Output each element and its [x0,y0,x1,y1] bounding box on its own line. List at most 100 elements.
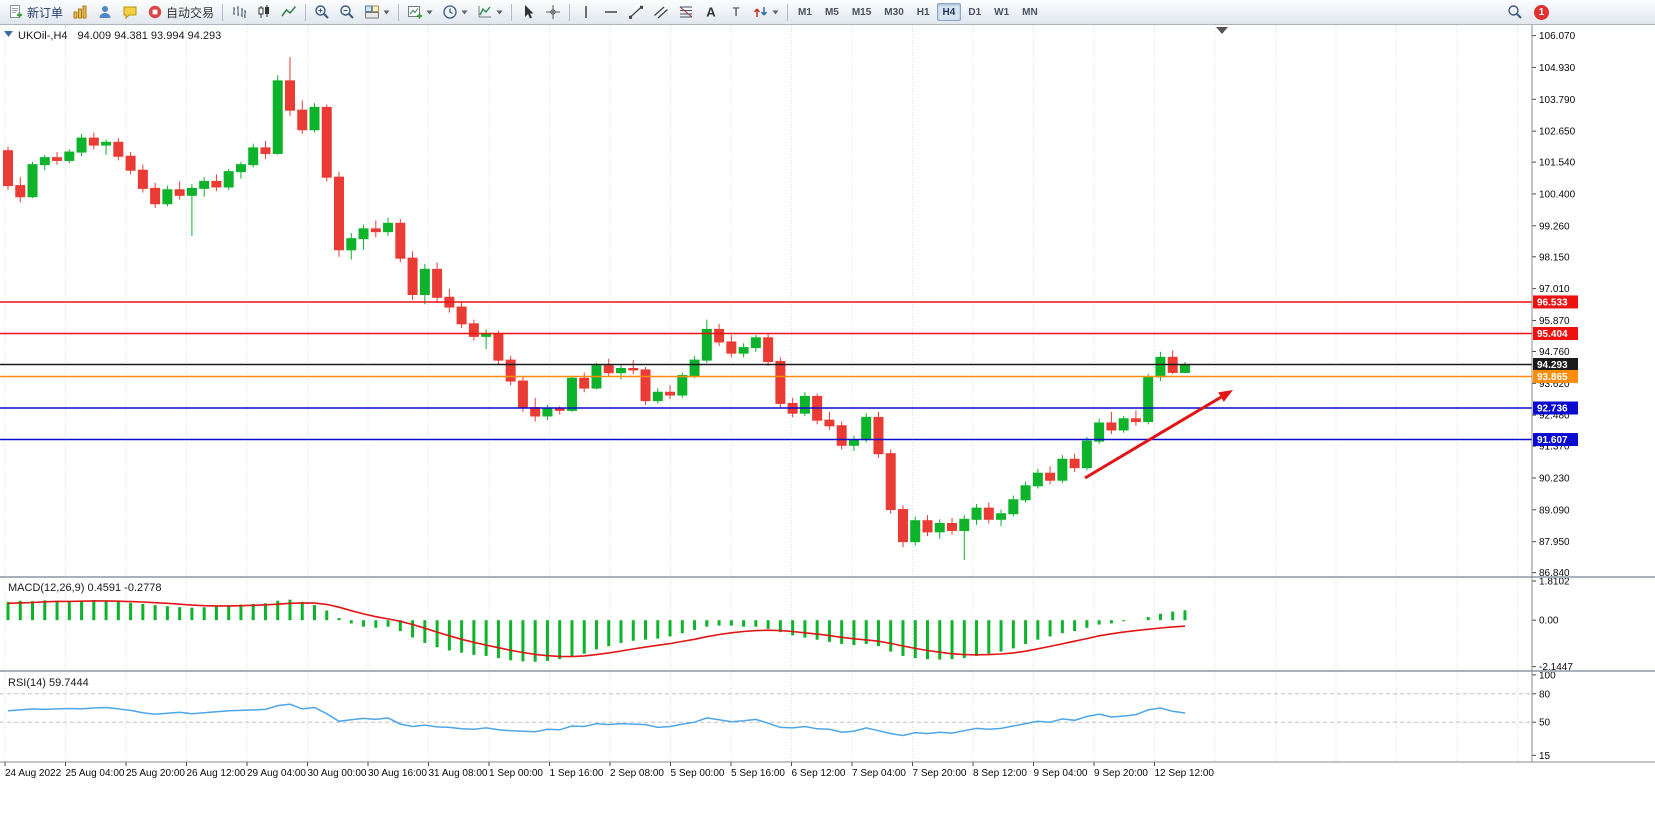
clock-icon [443,5,457,19]
rsi-label: RSI(14) 59.7444 [8,677,89,689]
cursor-tool-button[interactable] [516,2,540,22]
svg-text:93.865: 93.865 [1537,372,1568,383]
svg-text:0.00: 0.00 [1539,616,1559,627]
svg-text:104.930: 104.930 [1539,63,1576,74]
svg-text:80: 80 [1539,689,1551,700]
chart-candles-button[interactable] [252,2,276,22]
indicators-icon [478,6,492,18]
toolbar-separator [398,3,400,21]
svg-text:96.533: 96.533 [1537,297,1568,308]
svg-text:103.790: 103.790 [1539,95,1576,106]
indicators-button[interactable] [473,2,507,22]
chart-bars-button[interactable] [227,2,251,22]
timeframe-m1-button[interactable]: M1 [792,3,818,21]
svg-text:30 Aug 16:00: 30 Aug 16:00 [368,768,427,779]
svg-text:99.260: 99.260 [1539,221,1570,232]
macd-label: MACD(12,26,9) 0.4591 -0.2778 [8,582,161,594]
toolbar-separator [511,3,513,21]
tile-windows-button[interactable] [360,2,394,22]
svg-text:94.760: 94.760 [1539,347,1570,358]
new-order-button[interactable]: 新订单 [4,2,67,22]
svg-text:106.070: 106.070 [1539,31,1576,42]
text-tool-button[interactable]: A [699,2,723,22]
svg-text:29 Aug 04:00: 29 Aug 04:00 [247,768,306,779]
chart-symbol-label: UKOil-,H4 94.009 94.381 93.994 94.293 [18,30,221,42]
dropdown-caret-icon [383,10,390,14]
arrow-annotation[interactable] [1084,390,1233,480]
arrows-tool-button[interactable] [749,2,783,22]
timeframe-m15-button[interactable]: M15 [846,3,877,21]
svg-text:1 Sep 00:00: 1 Sep 00:00 [489,768,543,779]
svg-text:91.607: 91.607 [1537,435,1568,446]
ohlc-bars-icon [233,6,247,18]
zoom-out-button[interactable] [335,2,359,22]
price-axis[interactable]: 106.070 104.930 103.790 102.650 101.540 100.4… [1532,31,1576,762]
timeframe-d1-button[interactable]: D1 [962,3,987,21]
new-order-label: 新订单 [27,5,64,20]
search-button[interactable] [1503,2,1527,22]
svg-text:7 Sep 20:00: 7 Sep 20:00 [913,768,967,779]
svg-text:A: A [706,5,716,20]
candlesticks-icon [258,5,270,18]
timeframe-h1-button[interactable]: H1 [911,3,936,21]
autotrading-icon [148,5,162,19]
svg-text:25 Aug 20:00: 25 Aug 20:00 [126,768,185,779]
toolbar-separator [787,3,789,21]
svg-text:95.404: 95.404 [1537,329,1568,340]
svg-text:31 Aug 08:00: 31 Aug 08:00 [429,768,488,779]
line-chart-icon [281,6,297,17]
pane-separators[interactable] [0,25,1655,763]
price-chart[interactable]: 106.070 104.930 103.790 102.650 101.540 100.4… [0,25,1655,824]
rsi-indicator [0,693,1532,737]
dropdown-caret-icon [426,10,433,14]
fibonacci-icon [679,6,693,18]
macd-indicator [6,599,1187,662]
label-tool-button[interactable]: T [724,2,748,22]
vertical-line-tool-button[interactable] [574,2,598,22]
charts-button[interactable] [68,2,92,22]
timeframe-m30-button[interactable]: M30 [878,3,909,21]
trendline-tool-button[interactable] [624,2,648,22]
svg-text:8 Sep 12:00: 8 Sep 12:00 [973,768,1027,779]
main-toolbar: 新订单 自动交易 [0,0,1655,25]
fibonacci-tool-button[interactable] [674,2,698,22]
candlesticks [3,57,1190,560]
svg-text:92.480: 92.480 [1539,411,1570,422]
text-icon: A [706,5,716,20]
svg-text:2 Sep 08:00: 2 Sep 08:00 [610,768,664,779]
timeframe-w1-button[interactable]: W1 [988,3,1015,21]
periods-button[interactable] [438,2,472,22]
channel-tool-button[interactable] [649,2,673,22]
speech-bubble-icon [123,6,137,20]
svg-text:95.870: 95.870 [1539,316,1570,327]
tile-windows-icon [365,5,380,19]
chart-line-button[interactable] [277,2,301,22]
notification-badge[interactable]: 1 [1534,4,1549,20]
person-icon [99,6,111,18]
timeframe-m5-button[interactable]: M5 [819,3,845,21]
timeframe-mn-button[interactable]: MN [1016,3,1044,21]
svg-text:98.150: 98.150 [1539,252,1570,263]
svg-text:86.840: 86.840 [1539,568,1570,579]
messages-button[interactable] [118,2,142,22]
crosshair-tool-button[interactable] [541,2,565,22]
autotrading-button[interactable]: 自动交易 [143,2,218,22]
svg-text:7 Sep 04:00: 7 Sep 04:00 [852,768,906,779]
toolbar-separator [222,3,224,21]
chart-shift-marker[interactable] [1216,27,1228,34]
new-chart-button[interactable] [403,2,437,22]
zoom-in-icon [315,5,329,19]
time-axis[interactable]: 24 Aug 2022 25 Aug 04:00 25 Aug 20:00 26 Au… [4,762,1214,779]
svg-text:102.650: 102.650 [1539,127,1576,138]
zoom-in-button[interactable] [310,2,334,22]
svg-text:100: 100 [1539,670,1556,681]
one-click-trading-arrow[interactable] [4,31,13,37]
community-button[interactable] [93,2,117,22]
new-order-icon [10,5,22,18]
svg-text:94.293: 94.293 [1537,360,1568,371]
dropdown-caret-icon [461,10,468,14]
search-icon [1508,5,1522,19]
timeframe-h4-button[interactable]: H4 [936,3,962,21]
horizontal-line-tool-button[interactable] [599,2,623,22]
